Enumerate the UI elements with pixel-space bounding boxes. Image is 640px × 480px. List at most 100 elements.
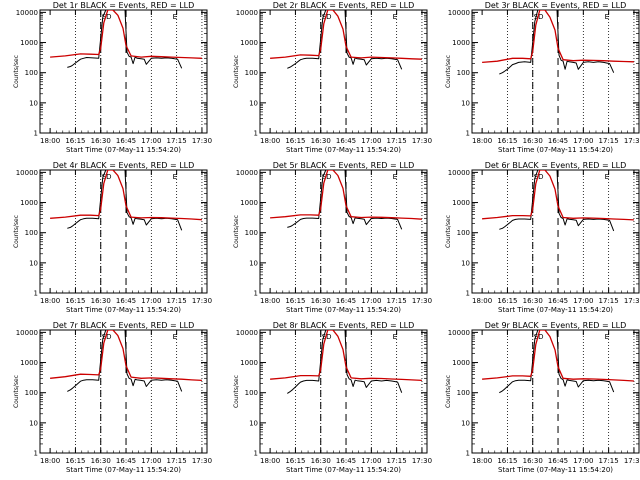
lld-series-line — [482, 330, 634, 382]
lld-series-line — [270, 170, 422, 220]
y-tick-label: 100 — [25, 229, 38, 237]
y-tick-label: 1000 — [240, 199, 258, 207]
series-group — [270, 330, 422, 394]
y-tick-label: 10000 — [448, 9, 470, 17]
e-annotation: E — [393, 173, 397, 181]
y-tick-label: 1000 — [20, 359, 38, 367]
y-tick-label: 100 — [245, 389, 258, 397]
x-tick-label: 16:45 — [116, 457, 136, 465]
y-tick-label: 10 — [461, 259, 470, 267]
y-tick-label: 1 — [34, 450, 38, 458]
lld-series-line — [50, 330, 202, 382]
y-tick-label: 10 — [249, 259, 258, 267]
y-tick-label: 10 — [249, 99, 258, 107]
x-tick-label: 17:30 — [412, 297, 432, 305]
y-axis-label: Counts/sec — [13, 55, 20, 88]
y-axis-label: Counts/sec — [233, 375, 240, 408]
x-tick-label: 17:15 — [167, 137, 187, 145]
y-tick-label: 10 — [29, 419, 38, 427]
y-tick-label: 10000 — [16, 169, 38, 177]
x-axis-label: Start Time (07-May-11 15:54:20) — [286, 306, 401, 314]
x-tick-label: 16:15 — [285, 297, 305, 305]
x-tick-label: 17:15 — [599, 457, 619, 465]
y-tick-label: 1000 — [452, 359, 470, 367]
x-tick-label: 16:15 — [65, 457, 85, 465]
x-tick-label: 18:00 — [260, 297, 280, 305]
x-tick-label: 17:30 — [624, 297, 640, 305]
y-tick-label: 100 — [457, 69, 470, 77]
sd-annotation: SD — [322, 173, 332, 181]
x-tick-label: 17:00 — [361, 297, 381, 305]
x-axis-label: Start Time (07-May-11 15:54:20) — [286, 146, 401, 154]
x-tick-label: 17:30 — [412, 457, 432, 465]
plot-title: Det 2r BLACK = Events, RED = LLD — [273, 1, 415, 10]
x-tick-label: 16:30 — [91, 297, 111, 305]
y-tick-label: 1 — [34, 130, 38, 138]
y-tick-label: 1 — [254, 450, 258, 458]
events-series-line — [499, 10, 615, 75]
events-series-line — [287, 10, 403, 70]
x-tick-label: 17:15 — [167, 297, 187, 305]
x-tick-label: 18:00 — [40, 457, 60, 465]
x-tick-label: 17:15 — [599, 137, 619, 145]
plot-title: Det 5r BLACK = Events, RED = LLD — [273, 161, 415, 170]
events-series-line — [67, 170, 183, 231]
x-tick-label: 17:00 — [573, 137, 593, 145]
y-tick-label: 1000 — [452, 199, 470, 207]
x-tick-label: 17:30 — [412, 137, 432, 145]
sd-annotation: SD — [322, 13, 332, 21]
x-tick-label: 16:15 — [65, 137, 85, 145]
x-tick-label: 16:30 — [311, 297, 331, 305]
x-tick-label: 17:00 — [361, 137, 381, 145]
x-axis-label: Start Time (07-May-11 15:54:20) — [498, 466, 613, 474]
x-tick-label: 17:30 — [624, 137, 640, 145]
x-tick-label: 16:45 — [336, 457, 356, 465]
plot-title: Det 8r BLACK = Events, RED = LLD — [273, 321, 415, 330]
sd-annotation: SD — [102, 333, 112, 341]
y-tick-label: 100 — [245, 69, 258, 77]
y-axis-label: Counts/sec — [445, 55, 452, 88]
y-axis-label: Counts/sec — [233, 55, 240, 88]
y-tick-label: 1000 — [240, 359, 258, 367]
sd-annotation: SD — [534, 333, 544, 341]
sd-annotation: SD — [534, 13, 544, 21]
y-tick-label: 1 — [254, 290, 258, 298]
panel-det-5: Det 5r BLACK = Events, RED = LLD 1 10 100 10… — [233, 161, 432, 314]
plot-title: Det 7r BLACK = Events, RED = LLD — [53, 321, 195, 330]
lld-series-line — [270, 10, 422, 60]
e-annotation: E — [393, 13, 397, 21]
x-tick-label: 16:15 — [285, 457, 305, 465]
y-tick-label: 1 — [466, 450, 470, 458]
plot-title: Det 3r BLACK = Events, RED = LLD — [485, 1, 627, 10]
panel-det-3: Det 3r BLACK = Events, RED = LLD 1 10 100 10… — [445, 1, 640, 154]
y-tick-label: 1000 — [452, 39, 470, 47]
panel-det-4: Det 4r BLACK = Events, RED = LLD 1 10 100 10… — [13, 161, 212, 314]
y-tick-label: 1000 — [240, 39, 258, 47]
x-tick-label: 18:00 — [260, 137, 280, 145]
e-annotation: E — [173, 13, 177, 21]
x-tick-label: 16:15 — [497, 297, 517, 305]
x-axis-label: Start Time (07-May-11 15:54:20) — [286, 466, 401, 474]
x-tick-label: 16:45 — [548, 297, 568, 305]
series-group — [50, 10, 202, 69]
events-series-line — [67, 10, 183, 69]
x-tick-label: 17:30 — [192, 137, 212, 145]
events-series-line — [287, 330, 403, 394]
y-tick-label: 10 — [29, 259, 38, 267]
sd-annotation: SD — [534, 173, 544, 181]
plot-frame — [471, 169, 640, 294]
panel-det-7: Det 7r BLACK = Events, RED = LLD 1 10 100 10… — [13, 321, 212, 474]
x-tick-label: 16:45 — [116, 137, 136, 145]
x-tick-label: 17:00 — [573, 297, 593, 305]
x-tick-label: 16:45 — [548, 457, 568, 465]
y-tick-label: 10000 — [236, 169, 258, 177]
x-tick-label: 17:15 — [387, 137, 407, 145]
x-tick-label: 16:30 — [523, 457, 543, 465]
lld-series-line — [270, 330, 422, 382]
x-tick-label: 17:30 — [192, 297, 212, 305]
x-tick-label: 17:30 — [192, 457, 212, 465]
plot-title: Det 9r BLACK = Events, RED = LLD — [485, 321, 627, 330]
y-axis-label: Counts/sec — [233, 215, 240, 248]
lld-series-line — [50, 170, 202, 221]
